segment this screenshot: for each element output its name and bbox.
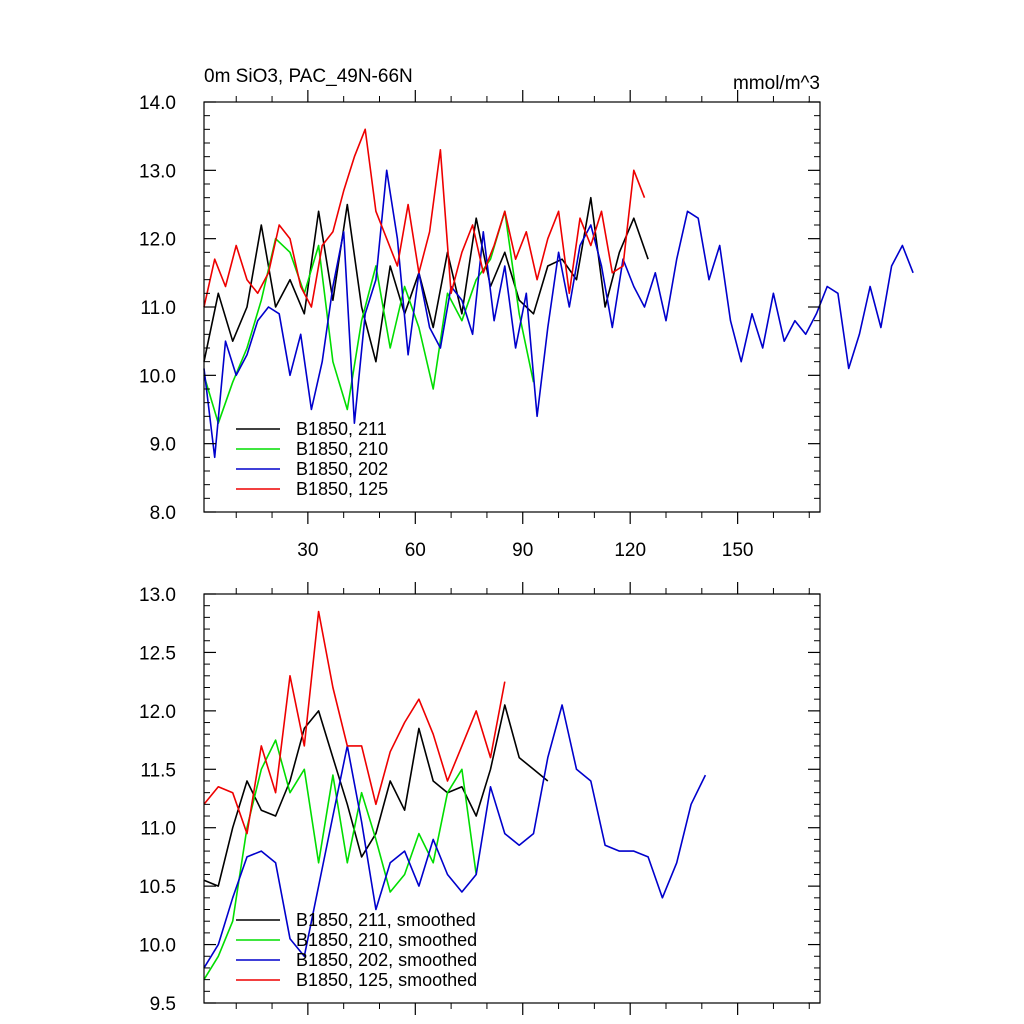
bottom-ytick-label: 9.5 bbox=[150, 994, 176, 1015]
bottom-panel: 9.5 10.0 10.5 11.0 11.5 12.0 12.5 13.0 B1850, 21… bbox=[139, 582, 821, 1015]
top-panel-units: mmol/m^3 bbox=[733, 73, 820, 94]
top-ytick-label: 12.0 bbox=[139, 230, 176, 251]
top-xtick-label: 30 bbox=[297, 540, 318, 561]
bottom-legend-label-0: B1850, 211, smoothed bbox=[296, 910, 476, 930]
top-ytick-label: 10.0 bbox=[139, 366, 176, 387]
top-ytick-label: 13.0 bbox=[139, 161, 176, 182]
top-legend-label-0: B1850, 211 bbox=[296, 419, 387, 439]
bottom-ytick-label: 11.0 bbox=[140, 819, 176, 840]
bottom-ytick-label: 12.0 bbox=[139, 702, 176, 723]
top-series-line-3 bbox=[203, 128, 646, 308]
top-series-line-2 bbox=[203, 169, 914, 459]
bottom-plot-frame bbox=[203, 593, 821, 1004]
bottom-legend-label-2: B1850, 202, smoothed bbox=[296, 950, 477, 970]
top-ytick-label: 8.0 bbox=[150, 503, 176, 524]
bottom-series-line-0 bbox=[203, 704, 549, 887]
bottom-plot-area: 9.5 10.0 10.5 11.0 11.5 12.0 12.5 13.0 B1850, 21… bbox=[139, 582, 821, 1015]
top-xtick-label: 90 bbox=[512, 540, 533, 561]
top-panel-title: 0m SiO3, PAC_49N-66N bbox=[204, 66, 413, 87]
bottom-series-line-2 bbox=[203, 704, 707, 969]
bottom-ytick-label: 11.5 bbox=[140, 760, 176, 781]
top-legend-label-2: B1850, 202 bbox=[296, 459, 388, 479]
top-ytick-label: 11.0 bbox=[140, 298, 176, 319]
bottom-series-line-3 bbox=[203, 610, 506, 835]
top-ytick-label: 14.0 bbox=[139, 93, 176, 114]
bottom-legend-label-1: B1850, 210, smoothed bbox=[296, 930, 477, 950]
top-plot-area: 8.0 9.0 10.0 11.0 12.0 13.0 14.0 30 60 90 120 150 B1… bbox=[139, 90, 914, 561]
bottom-ytick-label: 10.0 bbox=[139, 936, 176, 957]
bottom-ytick-label: 12.5 bbox=[139, 643, 176, 664]
top-panel: 0m SiO3, PAC_49N-66N mmol/m^3 8.0 9.0 10.0… bbox=[139, 66, 914, 561]
top-ytick-label: 9.0 bbox=[150, 435, 176, 456]
top-xtick-label: 150 bbox=[722, 540, 754, 561]
top-legend-label-3: B1850, 125 bbox=[296, 479, 388, 499]
top-xtick-label: 60 bbox=[405, 540, 426, 561]
top-xtick-label: 120 bbox=[614, 540, 646, 561]
bottom-legend-label-3: B1850, 125, smoothed bbox=[296, 970, 477, 990]
top-legend-label-1: B1850, 210 bbox=[296, 439, 388, 459]
bottom-ytick-label: 10.5 bbox=[139, 877, 176, 898]
bottom-ytick-label: 13.0 bbox=[139, 585, 176, 606]
